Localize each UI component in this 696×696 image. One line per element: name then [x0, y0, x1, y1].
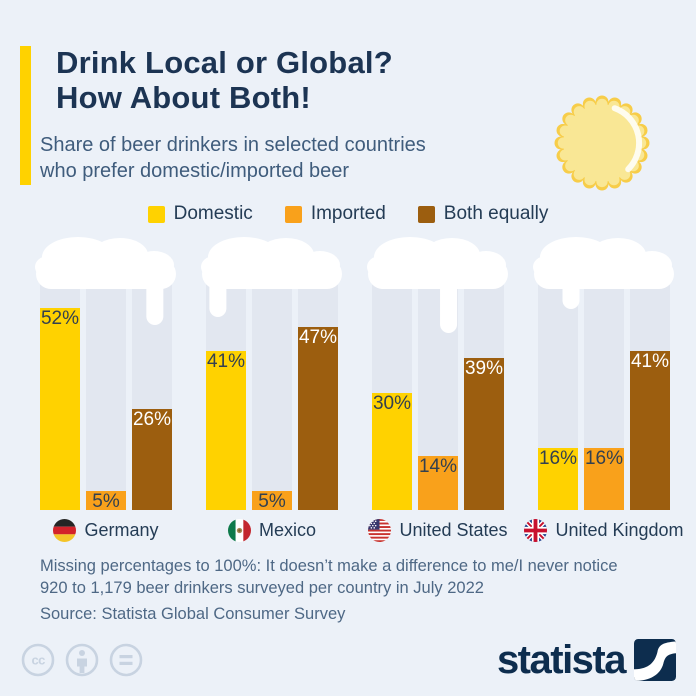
bar-imported-germany: 5%	[86, 491, 126, 512]
beer-glass: 30% 14% 39%	[367, 235, 508, 510]
glass-column-both-equally: 26%	[132, 269, 172, 510]
bar-both-equally-united-kingdom: 41%	[630, 351, 670, 510]
statista-logo: statista	[497, 639, 676, 681]
subtitle-line-1: Share of beer drinkers in selected count…	[40, 134, 426, 156]
glass-columns: 52% 5% 26%	[40, 269, 172, 512]
united-kingdom-flag-icon	[524, 519, 548, 542]
germany-flag-icon	[53, 519, 77, 542]
country-name: United States	[399, 520, 508, 540]
bar-both-equally-germany: 26%	[132, 409, 172, 510]
bar-domestic-united-kingdom: 16%	[538, 448, 578, 510]
bar-value-label: 14%	[418, 456, 458, 477]
bar-value-label: 39%	[464, 358, 504, 379]
country-label-germany: Germany	[40, 519, 172, 542]
bar-both-equally-mexico: 47%	[298, 327, 338, 510]
country-label-mexico: Mexico	[206, 519, 338, 542]
header: Drink Local or Global? How About Both! S…	[0, 0, 696, 191]
legend-label: Domestic	[173, 203, 253, 224]
legend-item-imported: Imported	[284, 203, 386, 225]
no-derivatives-icon	[109, 643, 143, 677]
country-chart-germany: 52% 5% 26% Germany	[35, 235, 176, 542]
subtitle-line-2: who prefer domestic/imported beer	[40, 160, 350, 182]
bar-value-label: 16%	[584, 448, 624, 469]
glass-column-imported: 5%	[252, 269, 292, 512]
country-chart-mexico: 41% 5% 47% Mexico	[201, 235, 342, 542]
legend-label: Both equally	[443, 203, 549, 224]
chart-legend: Domestic Imported Both equally	[0, 203, 696, 225]
country-name: Mexico	[258, 520, 316, 540]
glass-column-domestic: 52%	[40, 269, 80, 510]
beer-glass: 52% 5% 26%	[35, 235, 176, 512]
mexico-flag-icon	[227, 519, 251, 542]
glass-column-both-equally: 41%	[630, 269, 670, 510]
country-name: United Kingdom	[555, 520, 684, 540]
legend-label: Imported	[310, 203, 386, 224]
glass-column-domestic: 16%	[538, 269, 578, 510]
beer-mug-bar-chart: 52% 5% 26% Germany 41% 5% 47% Mexico 30% 14% 39% Un…	[35, 235, 684, 542]
bar-value-label: 26%	[132, 409, 172, 430]
license-icons: cc	[20, 642, 144, 678]
bar-imported-united-kingdom: 16%	[584, 448, 624, 510]
country-name: Germany	[84, 520, 159, 540]
bar-imported-united-states: 14%	[418, 456, 458, 510]
bar-domestic-united-states: 30%	[372, 393, 412, 510]
footer: cc statista	[20, 639, 676, 681]
glass-column-imported: 16%	[584, 269, 624, 510]
country-label-united-states: United States	[368, 519, 508, 542]
glass-columns: 41% 5% 47%	[206, 269, 338, 512]
creative-commons-icon: cc	[21, 643, 55, 677]
source-line: Source: Statista Global Consumer Survey	[40, 605, 346, 623]
united-states-flag-icon	[368, 519, 392, 542]
footnote-line-2: 920 to 1,179 beer drinkers surveyed per …	[40, 579, 484, 597]
legend-swatch-both-equally	[417, 205, 435, 223]
bar-value-label: 41%	[630, 351, 670, 372]
legend-item-domestic: Domestic	[147, 203, 253, 225]
legend-item-both-equally: Both equally	[417, 203, 549, 225]
page-title: Drink Local or Global? How About Both!	[56, 45, 656, 115]
beer-glass: 16% 16% 41%	[533, 235, 674, 510]
bar-value-label: 52%	[40, 308, 80, 329]
glass-column-imported: 5%	[86, 269, 126, 512]
title-line-2: How About Both!	[56, 80, 311, 115]
bar-value-label: 5%	[258, 491, 286, 512]
glass-column-domestic: 30%	[372, 269, 412, 510]
bar-value-label: 47%	[298, 327, 338, 348]
bar-value-label: 41%	[206, 351, 246, 372]
bar-value-label: 5%	[92, 491, 120, 512]
country-chart-united-kingdom: 16% 16% 41% United Kingdom	[524, 235, 684, 542]
legend-swatch-imported	[284, 205, 302, 223]
bar-imported-mexico: 5%	[252, 491, 292, 512]
title-accent-bar	[20, 46, 31, 185]
svg-text:cc: cc	[31, 653, 45, 668]
statista-logo-mark-icon	[634, 639, 676, 681]
bar-domestic-mexico: 41%	[206, 351, 246, 510]
statista-wordmark: statista	[496, 638, 627, 682]
country-chart-united-states: 30% 14% 39% United States	[367, 235, 508, 542]
bar-domestic-germany: 52%	[40, 308, 80, 510]
glass-column-both-equally: 47%	[298, 269, 338, 510]
bottle-cap-icon	[553, 94, 651, 192]
subtitle: Share of beer drinkers in selected count…	[40, 132, 656, 184]
footnote: Missing percentages to 100%: It doesn’t …	[40, 555, 656, 599]
glass-column-imported: 14%	[418, 269, 458, 510]
glass-columns: 30% 14% 39%	[372, 269, 504, 510]
attribution-icon	[65, 643, 99, 677]
country-label-united-kingdom: United Kingdom	[524, 519, 684, 542]
glass-column-both-equally: 39%	[464, 269, 504, 510]
bar-both-equally-united-states: 39%	[464, 358, 504, 510]
glass-columns: 16% 16% 41%	[538, 269, 670, 510]
title-line-1: Drink Local or Global?	[56, 45, 393, 80]
bar-value-label: 16%	[538, 448, 578, 469]
footnote-line-1: Missing percentages to 100%: It doesn’t …	[40, 557, 618, 575]
beer-glass: 41% 5% 47%	[201, 235, 342, 512]
bar-value-label: 30%	[372, 393, 412, 414]
legend-swatch-domestic	[147, 205, 165, 223]
glass-column-domestic: 41%	[206, 269, 246, 510]
